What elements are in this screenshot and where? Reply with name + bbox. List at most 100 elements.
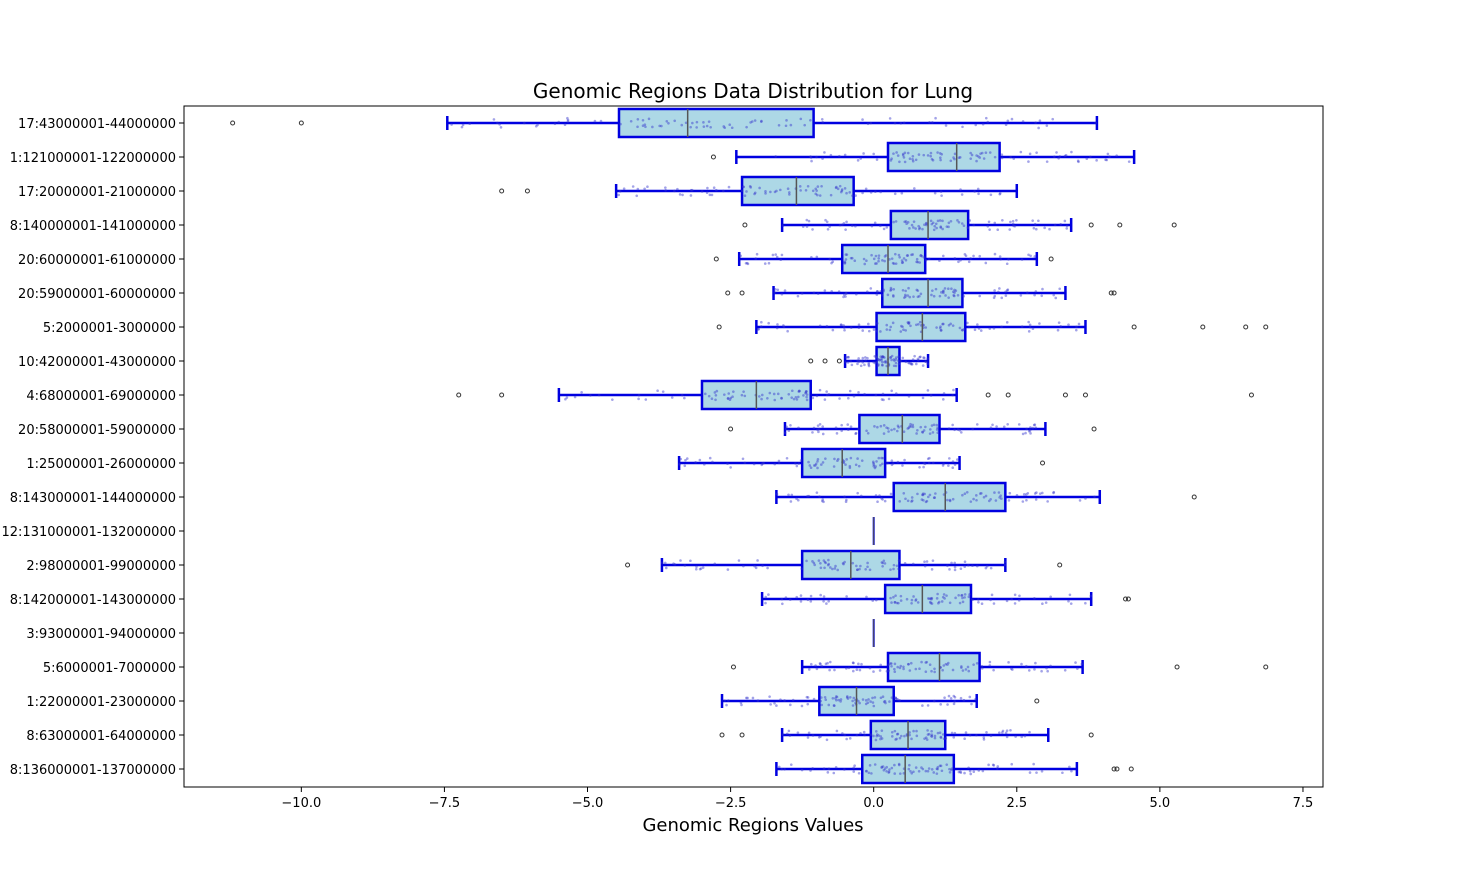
strip-point bbox=[740, 703, 743, 707]
strip-point bbox=[757, 327, 760, 331]
strip-point bbox=[553, 122, 557, 126]
strip-point bbox=[881, 364, 884, 367]
strip-point bbox=[873, 425, 876, 428]
strip-point bbox=[904, 289, 907, 293]
strip-point bbox=[806, 494, 809, 498]
strip-point bbox=[857, 391, 860, 394]
strip-point bbox=[870, 772, 873, 775]
strip-point bbox=[840, 188, 844, 191]
strip-point bbox=[878, 358, 881, 362]
strip-point bbox=[1067, 323, 1070, 326]
strip-point bbox=[874, 738, 878, 742]
strip-point bbox=[892, 220, 895, 224]
strip-point bbox=[866, 565, 869, 569]
strip-point bbox=[906, 151, 910, 155]
strip-point bbox=[776, 392, 780, 396]
strip-point bbox=[918, 261, 922, 264]
outlier-point bbox=[836, 358, 842, 364]
strip-point bbox=[959, 259, 962, 262]
strip-point bbox=[820, 117, 824, 121]
strip-point bbox=[1063, 219, 1067, 223]
strip-point bbox=[934, 222, 938, 226]
strip-point bbox=[854, 431, 858, 435]
strip-point bbox=[971, 598, 974, 602]
strip-point bbox=[827, 562, 830, 566]
strip-point bbox=[680, 393, 684, 397]
strip-point bbox=[961, 125, 964, 129]
strip-point bbox=[801, 225, 805, 228]
strip-point bbox=[881, 564, 884, 568]
strip-point bbox=[795, 398, 799, 401]
outlier-point bbox=[1263, 324, 1269, 330]
strip-point bbox=[678, 463, 681, 466]
strip-point bbox=[905, 254, 909, 257]
box-8:136000001-137000000 bbox=[775, 753, 1134, 785]
strip-point bbox=[877, 456, 881, 460]
strip-point bbox=[936, 731, 940, 735]
strip-point bbox=[904, 497, 907, 501]
strip-point bbox=[915, 729, 918, 733]
strip-point bbox=[811, 189, 815, 193]
strip-point bbox=[883, 255, 887, 258]
strip-point bbox=[860, 662, 863, 666]
outlier-point bbox=[1062, 392, 1068, 398]
strip-point bbox=[971, 427, 975, 431]
strip-point bbox=[942, 291, 945, 295]
strip-point bbox=[934, 287, 938, 291]
strip-point bbox=[850, 256, 854, 260]
strip-point bbox=[883, 562, 887, 565]
strip-point bbox=[786, 329, 789, 333]
outlier-point bbox=[456, 392, 462, 398]
strip-point bbox=[702, 121, 705, 124]
strip-point bbox=[871, 696, 874, 700]
strip-point bbox=[667, 121, 670, 125]
strip-point bbox=[825, 602, 828, 605]
x-tick-label: −10.0 bbox=[281, 796, 321, 811]
strip-point bbox=[866, 356, 869, 360]
strip-point bbox=[879, 464, 882, 467]
strip-point bbox=[1041, 602, 1044, 606]
strip-point bbox=[766, 396, 769, 400]
strip-point bbox=[888, 768, 891, 771]
strip-point bbox=[999, 494, 1002, 498]
strip-point bbox=[997, 290, 1000, 294]
strip-point bbox=[837, 698, 841, 702]
strip-point bbox=[935, 423, 939, 427]
strip-point bbox=[949, 159, 953, 163]
strip-point bbox=[899, 122, 903, 125]
strip-point bbox=[900, 324, 903, 328]
strip-point bbox=[902, 328, 905, 332]
strip-point bbox=[960, 594, 963, 597]
box-iqr bbox=[875, 311, 967, 343]
strip-point bbox=[952, 294, 956, 298]
strip-point bbox=[893, 662, 897, 666]
strip-point bbox=[866, 290, 869, 293]
strip-point bbox=[925, 660, 929, 664]
strip-point bbox=[806, 696, 810, 699]
strip-point bbox=[952, 290, 955, 294]
strip-point bbox=[807, 460, 810, 464]
strip-point bbox=[784, 596, 788, 599]
strip-point bbox=[984, 151, 988, 155]
box-iqr bbox=[858, 413, 941, 445]
strip-point bbox=[1035, 151, 1038, 154]
strip-point bbox=[853, 764, 856, 767]
strip-point bbox=[927, 767, 931, 770]
strip-point bbox=[972, 770, 976, 774]
strip-point bbox=[973, 328, 977, 332]
outlier-point bbox=[739, 732, 745, 738]
strip-point bbox=[842, 461, 846, 465]
strip-point bbox=[962, 224, 966, 228]
strip-point bbox=[1021, 432, 1025, 436]
strip-point bbox=[994, 499, 998, 502]
strip-point bbox=[763, 262, 767, 265]
strip-point bbox=[730, 126, 734, 130]
strip-point bbox=[942, 254, 945, 258]
strip-point bbox=[961, 596, 964, 600]
strip-point bbox=[935, 772, 939, 775]
strip-point bbox=[844, 291, 848, 295]
strip-point bbox=[1037, 126, 1040, 130]
strip-point bbox=[873, 354, 877, 358]
box-iqr bbox=[860, 753, 956, 785]
strip-point bbox=[930, 597, 933, 601]
